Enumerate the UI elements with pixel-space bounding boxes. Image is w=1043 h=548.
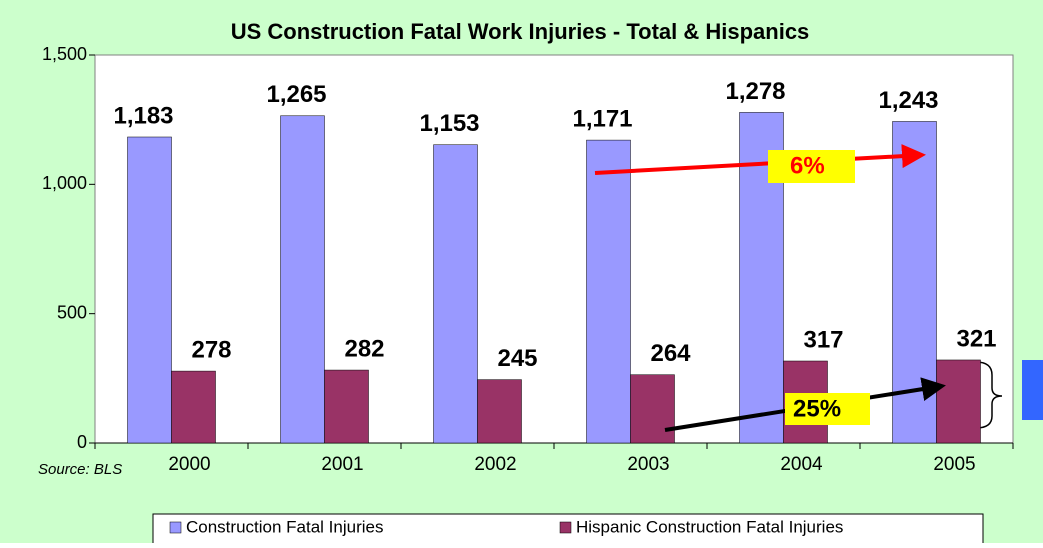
legend-swatch bbox=[559, 521, 572, 534]
data-label: 264 bbox=[650, 340, 691, 367]
bar bbox=[477, 379, 522, 444]
y-tick-label: 0 bbox=[77, 432, 87, 452]
data-label: 1,278 bbox=[725, 78, 785, 105]
x-tick-label: 2003 bbox=[627, 454, 669, 475]
y-tick-label: 500 bbox=[57, 302, 87, 322]
bar bbox=[127, 136, 172, 444]
data-label: 317 bbox=[803, 326, 843, 353]
x-tick-label: 2001 bbox=[321, 454, 363, 475]
data-label: 1,265 bbox=[266, 81, 326, 108]
data-label: 278 bbox=[191, 336, 231, 363]
x-tick-label: 2002 bbox=[474, 454, 516, 475]
data-label: 1,171 bbox=[572, 105, 632, 132]
side-box bbox=[1022, 360, 1043, 420]
source-note: Source: BLS bbox=[38, 461, 122, 478]
data-label: 282 bbox=[344, 335, 384, 362]
legend-label: Construction Fatal Injuries bbox=[186, 517, 383, 536]
plot-area bbox=[94, 54, 1014, 444]
chart-title: US Construction Fatal Work Injuries - To… bbox=[231, 19, 810, 44]
annotation: 6% bbox=[790, 152, 825, 179]
y-tick-label: 1,500 bbox=[42, 44, 87, 64]
annotation-box bbox=[785, 393, 870, 425]
brace bbox=[975, 361, 1003, 429]
bar bbox=[936, 359, 981, 444]
data-label: 1,243 bbox=[878, 87, 938, 114]
bar bbox=[586, 139, 631, 444]
x-tick-label: 2000 bbox=[168, 454, 210, 475]
trend-arrow bbox=[594, 144, 926, 175]
y-tick-label: 1,000 bbox=[42, 173, 87, 193]
bar bbox=[280, 115, 325, 444]
annotation-box bbox=[768, 150, 855, 183]
legend-label: Hispanic Construction Fatal Injuries bbox=[576, 517, 843, 536]
data-label: 1,183 bbox=[113, 102, 173, 129]
bar bbox=[433, 144, 478, 444]
x-tick-label: 2004 bbox=[780, 454, 823, 475]
annotation: 25% bbox=[793, 395, 841, 422]
data-label: 245 bbox=[497, 345, 537, 372]
x-tick-label: 2005 bbox=[933, 454, 975, 475]
bar bbox=[324, 369, 369, 444]
legend-swatch bbox=[169, 521, 182, 534]
data-label: 321 bbox=[956, 325, 996, 352]
data-label: 1,153 bbox=[419, 110, 479, 137]
bar bbox=[171, 370, 216, 444]
bar bbox=[630, 374, 675, 444]
